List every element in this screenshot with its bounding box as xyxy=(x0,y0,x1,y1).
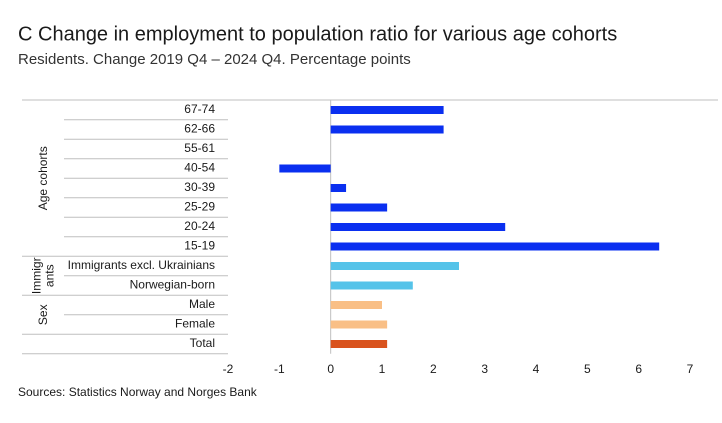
category-label: 40-54 xyxy=(184,161,215,175)
source: Sources: Statistics Norway and Norges Ba… xyxy=(18,385,258,399)
category-label: 15-19 xyxy=(184,239,215,253)
bar xyxy=(330,281,413,290)
chart-title: C Change in employment to population rat… xyxy=(18,23,617,45)
category-label: 67-74 xyxy=(184,102,215,116)
bar xyxy=(330,262,459,270)
x-tick-label: 6 xyxy=(635,362,642,376)
group-label: Age cohorts xyxy=(36,146,50,210)
x-tick-label: 4 xyxy=(533,362,540,376)
bar xyxy=(330,125,444,134)
category-label: 62-66 xyxy=(184,122,215,136)
category-label: 55-61 xyxy=(184,141,215,155)
category-label: 25-29 xyxy=(184,200,215,214)
category-label: 30-39 xyxy=(184,180,215,194)
category-label: Total xyxy=(190,336,215,350)
bar xyxy=(330,340,388,348)
group-label: ants xyxy=(43,264,57,287)
group-label: Sex xyxy=(36,304,50,325)
bar xyxy=(330,242,660,251)
bar xyxy=(330,301,382,309)
x-tick-label: 3 xyxy=(481,362,488,376)
bar xyxy=(330,223,506,231)
bar xyxy=(330,106,444,114)
category-label: Norwegian-born xyxy=(130,278,215,292)
x-tick-label: 0 xyxy=(327,362,334,376)
group-label: Immigr xyxy=(30,257,44,294)
bar xyxy=(330,184,347,192)
x-tick-label: 7 xyxy=(687,362,694,376)
x-tick-label: -2 xyxy=(223,362,234,376)
x-tick-label: 5 xyxy=(584,362,591,376)
x-tick-label: -1 xyxy=(274,362,285,376)
x-tick-label: 2 xyxy=(430,362,437,376)
chart-subtitle: Residents. Change 2019 Q4 – 2024 Q4. Per… xyxy=(18,51,411,68)
category-label: Immigrants excl. Ukrainians xyxy=(68,258,215,272)
x-tick-label: 1 xyxy=(379,362,386,376)
category-label: Male xyxy=(189,297,215,311)
bar xyxy=(330,320,388,329)
category-label: 20-24 xyxy=(184,219,215,233)
category-label: Female xyxy=(175,317,215,331)
bar xyxy=(330,203,388,212)
bar xyxy=(279,164,331,173)
